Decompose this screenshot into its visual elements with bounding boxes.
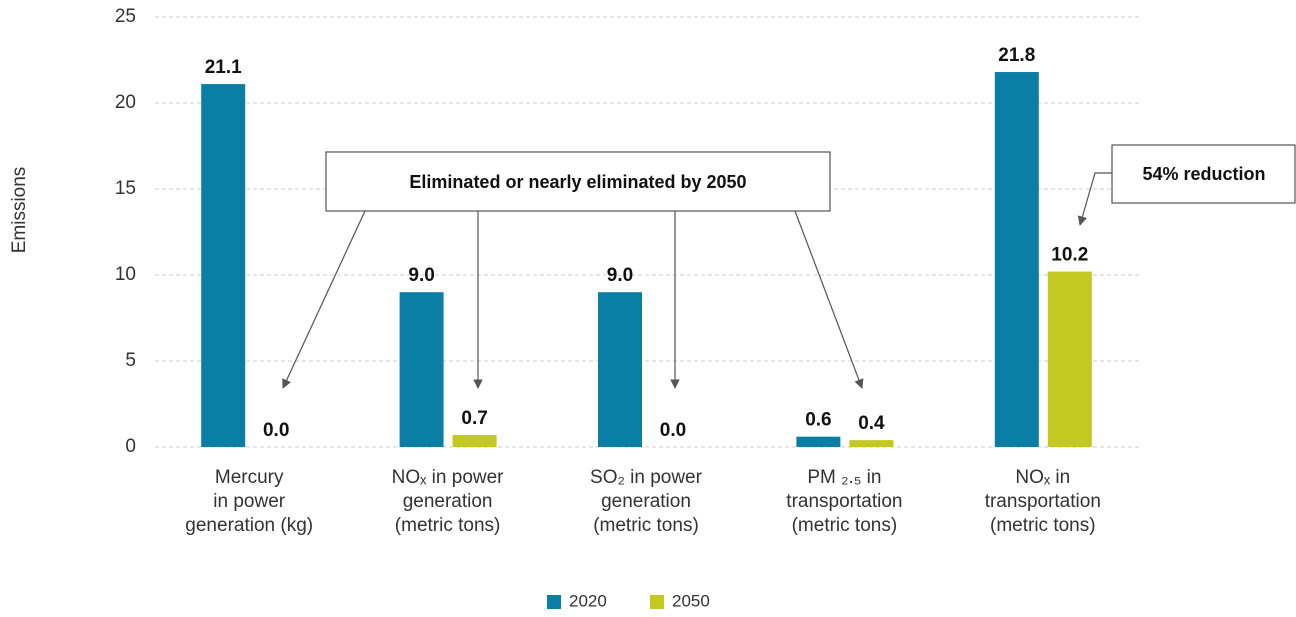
x-tick-label: generation (403, 491, 493, 512)
x-tick-label: NOₓ in (1015, 467, 1070, 488)
data-label: 0.4 (858, 413, 885, 434)
x-tick-label: transportation (985, 491, 1101, 512)
arrow (282, 210, 366, 389)
y-tick-label: 15 (115, 178, 136, 199)
bar (452, 434, 497, 447)
legend-swatch (547, 595, 561, 609)
y-tick-label: 20 (115, 92, 136, 113)
annotation-box (1111, 144, 1296, 204)
x-tick-label: generation (601, 491, 691, 512)
x-tick-label: transportation (786, 491, 902, 512)
y-tick-label: 25 (115, 6, 136, 27)
x-tick-label: in power (213, 491, 285, 512)
data-label: 9.0 (607, 265, 633, 286)
legend-swatch (650, 595, 664, 609)
bar (849, 440, 894, 447)
data-label: 0.6 (805, 410, 831, 431)
x-tick-label: Mercury (215, 467, 284, 488)
bar (994, 72, 1039, 447)
y-tick-label: 0 (125, 436, 136, 457)
x-tick-label: generation (kg) (185, 515, 313, 536)
arrow (1077, 172, 1112, 226)
x-tick-label: (metric tons) (593, 515, 699, 536)
legend-label: 2020 (569, 591, 607, 610)
annotation: Eliminated or nearly eliminated by 2050 (409, 172, 746, 192)
x-tick-label: (metric tons) (990, 515, 1096, 536)
data-label: 21.1 (205, 57, 242, 78)
x-tick-label: NOₓ in power (392, 467, 505, 488)
data-label: 0.7 (461, 408, 487, 429)
x-tick-label: PM ₂.₅ in (807, 467, 881, 488)
data-label: 0.0 (263, 420, 289, 441)
bar (796, 436, 841, 447)
bar (598, 292, 642, 447)
y-tick-label: 10 (115, 264, 136, 285)
annotation-box (325, 151, 831, 212)
x-tick-label: (metric tons) (792, 515, 898, 536)
data-label: 21.8 (998, 45, 1035, 66)
x-tick-label: (metric tons) (395, 515, 501, 536)
bar (1047, 271, 1092, 447)
bar (201, 84, 246, 447)
annotation: 54% reduction (1142, 164, 1265, 184)
bar (399, 292, 444, 447)
data-label: 9.0 (408, 265, 434, 286)
data-label: 10.2 (1051, 245, 1088, 266)
x-tick-label: SO₂ in power (590, 467, 703, 488)
data-label: 0.0 (660, 420, 686, 441)
arrow (794, 210, 864, 389)
y-axis-label: Emissions (9, 167, 30, 254)
y-tick-label: 5 (125, 350, 136, 371)
legend-label: 2050 (672, 591, 710, 610)
